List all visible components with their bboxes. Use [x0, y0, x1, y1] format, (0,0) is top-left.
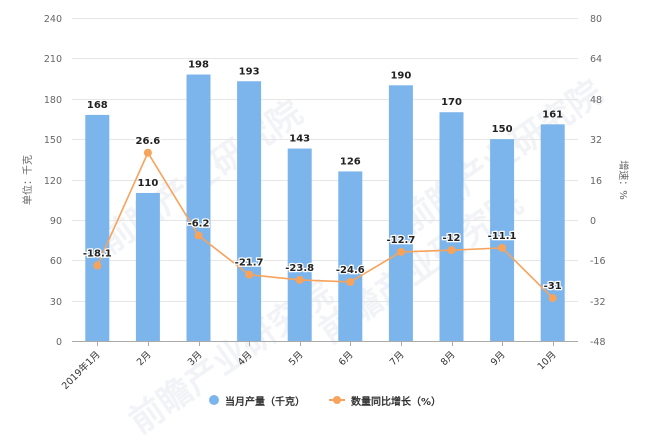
line-point[interactable]	[295, 275, 304, 284]
bar-value-label: 161	[542, 109, 563, 120]
line-point[interactable]	[447, 246, 456, 255]
line-data-labels: -18.1 26.6 -6.2 -21.7 -23.8 -24.6 -12.7 -12 -11.…	[82, 135, 563, 294]
left-tick-label: 120	[44, 176, 62, 187]
bar[interactable]	[490, 139, 515, 341]
x-tick-label: 10月	[536, 349, 559, 372]
bar[interactable]	[540, 124, 565, 341]
line-point[interactable]	[396, 247, 405, 256]
bar[interactable]	[388, 85, 413, 342]
line-point[interactable]	[143, 148, 152, 157]
left-tick-label: 60	[50, 256, 62, 267]
line-point[interactable]	[498, 243, 507, 252]
line-point[interactable]	[548, 294, 557, 303]
x-tick-label: 9月	[489, 349, 508, 368]
bar[interactable]	[287, 148, 312, 341]
legend: 当月产量（千克） 数量同比增长（%）	[0, 390, 650, 410]
left-tick-label: 240	[44, 14, 62, 25]
right-tick-label: 48	[590, 95, 602, 106]
combo-chart: 240 210 180 150 120 90 60 30 0 80 64 48 32 16 0 -16 -32…	[21, 14, 630, 392]
line-value-label: -11.1	[488, 231, 517, 242]
x-axis-ticks: 2019年1月 2月 3月 4月 5月 6月 7月 8月 9月 10月	[59, 341, 559, 392]
line-point[interactable]	[194, 231, 203, 240]
bar-value-label: 110	[137, 178, 158, 189]
line-value-label: -21.7	[235, 258, 264, 269]
line-point[interactable]	[346, 277, 355, 286]
circle-marker-icon	[208, 395, 219, 405]
bar[interactable]	[135, 192, 160, 341]
right-tick-label: 0	[590, 216, 596, 227]
bar[interactable]	[186, 74, 211, 342]
line-value-label: -18.1	[83, 249, 112, 260]
bar-series	[85, 74, 565, 342]
line-series	[93, 148, 557, 303]
right-axis-ticks: 80 64 48 32 16 0 -16 -32 -48	[590, 14, 606, 348]
line-value-label: -6.2	[188, 219, 210, 230]
right-tick-label: 32	[590, 135, 602, 146]
bar[interactable]	[237, 81, 262, 342]
bar-value-label: 198	[188, 60, 209, 71]
x-tick-label: 3月	[186, 349, 205, 368]
left-tick-label: 180	[44, 95, 62, 106]
left-tick-label: 90	[50, 216, 62, 227]
bar-value-label: 150	[492, 124, 513, 135]
bar-data-labels: 168 110 198 193 143 126 190 170 150 161	[87, 60, 563, 189]
x-tick-label: 2月	[135, 349, 154, 368]
bar[interactable]	[338, 171, 363, 341]
line-value-label: -24.6	[336, 265, 365, 276]
bar-value-label: 193	[239, 66, 260, 77]
bar-value-label: 126	[340, 156, 361, 167]
bar[interactable]	[439, 112, 464, 341]
legend-item-monthly-output[interactable]: 当月产量（千克）	[208, 393, 305, 408]
line-point[interactable]	[245, 270, 254, 279]
x-tick-label: 4月	[236, 349, 255, 368]
x-tick-label: 5月	[287, 349, 306, 368]
line-value-label: -12.7	[386, 235, 415, 246]
right-tick-label: 64	[590, 54, 602, 65]
x-tick-label: 6月	[337, 349, 356, 368]
growth-line	[96, 151, 554, 299]
right-tick-label: 80	[590, 14, 602, 25]
right-tick-label: -48	[590, 337, 606, 348]
right-tick-label: -32	[590, 297, 606, 308]
bar-value-label: 143	[289, 134, 310, 145]
bar-value-label: 190	[390, 70, 411, 81]
line-value-label: -23.8	[285, 263, 314, 274]
right-axis-title: 增速：%	[617, 160, 630, 200]
left-tick-label: 150	[44, 135, 62, 146]
bar-value-label: 170	[441, 97, 462, 108]
legend-item-yoy-growth[interactable]: 数量同比增长（%）	[328, 393, 442, 408]
x-tick-label: 2019年1月	[59, 349, 102, 392]
left-tick-label: 0	[56, 337, 62, 348]
left-tick-label: 30	[50, 297, 62, 308]
line-point[interactable]	[93, 261, 102, 270]
line-marker-icon	[328, 395, 345, 405]
bar-value-label: 168	[87, 100, 108, 111]
legend-label: 数量同比增长（%）	[350, 396, 442, 408]
x-tick-label: 8月	[439, 349, 458, 368]
left-axis-title: 单位：千克	[21, 155, 34, 205]
left-tick-label: 210	[44, 54, 62, 65]
line-value-label: -12	[442, 233, 460, 244]
right-tick-label: -16	[590, 256, 606, 267]
legend-label: 当月产量（千克）	[224, 396, 305, 408]
bar[interactable]	[85, 114, 110, 342]
right-tick-label: 16	[590, 176, 602, 187]
x-tick-label: 7月	[388, 349, 407, 368]
line-value-label: 26.6	[136, 136, 161, 147]
line-value-label: -31	[544, 281, 562, 292]
left-axis-ticks: 240 210 180 150 120 90 60 30 0	[44, 14, 62, 348]
